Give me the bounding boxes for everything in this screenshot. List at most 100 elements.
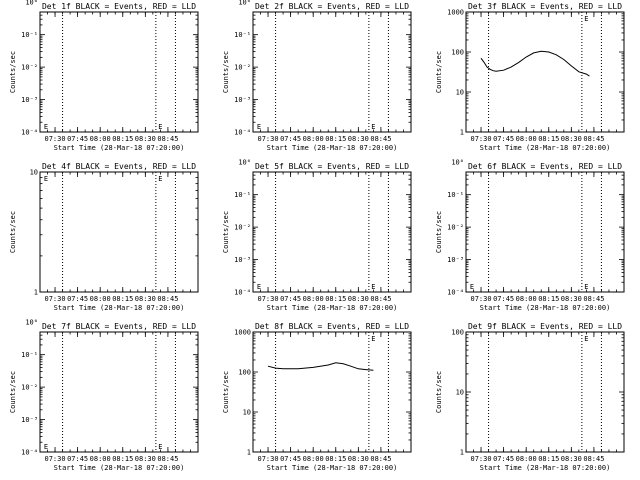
x-tick-label: 08:30 [348, 295, 369, 303]
x-tick-label: 08:15 [112, 135, 133, 143]
y-tick-label: 10⁻² [21, 64, 38, 72]
x-tick-label: 08:15 [538, 295, 559, 303]
y-tick-label: 10⁻⁴ [234, 289, 251, 297]
event-marker-label: E [257, 123, 261, 131]
series-line [267, 362, 374, 371]
x-axis-label: Start Time (28-Mar-18 07:20:00) [267, 304, 398, 312]
plot-frame [252, 171, 412, 293]
y-axis-label: Counts/sec [222, 371, 230, 413]
y-tick-label: 1000 [234, 329, 251, 337]
x-tick-label: 08:30 [348, 455, 369, 463]
x-tick-label: 08:15 [325, 295, 346, 303]
x-tick-label: 08:00 [303, 295, 324, 303]
y-axis-label: Counts/sec [222, 51, 230, 93]
x-tick-label: 08:15 [325, 455, 346, 463]
x-tick-label: 08:00 [90, 455, 111, 463]
x-axis-label: Start Time (28-Mar-18 07:20:00) [54, 144, 185, 152]
x-tick-label: 07:30 [258, 135, 279, 143]
x-axis-label: Start Time (28-Mar-18 07:20:00) [54, 304, 185, 312]
x-tick-label: 08:00 [516, 295, 537, 303]
x-tick-label: 07:45 [280, 295, 301, 303]
detector-panel-2: Det 2f BLACK = Events, RED = LLD 10⁻⁴ 10⁻³… [213, 0, 426, 160]
x-tick-label: 08:45 [370, 135, 391, 143]
y-axis-label: Counts/sec [435, 51, 443, 93]
x-tick-label: 08:15 [112, 455, 133, 463]
y-tick-label: 10⁻¹ [21, 351, 38, 359]
y-tick-label: 10⁻⁴ [21, 449, 38, 457]
y-tick-label: 10⁰ [238, 159, 251, 167]
event-marker-label: E [158, 443, 162, 451]
chart-title: Det 3f BLACK = Events, RED = LLD [468, 2, 622, 11]
y-tick-label: 100 [451, 329, 464, 337]
x-tick-label: 07:30 [471, 295, 492, 303]
x-tick-label: 07:30 [45, 135, 66, 143]
x-axis-label: Start Time (28-Mar-18 07:20:00) [480, 304, 611, 312]
detector-panel-6: Det 6f BLACK = Events, RED = LLD 10⁻⁴ 10⁻³… [426, 159, 639, 320]
chart-svg: Det 9f BLACK = Events, RED = LLD 100 10 1 Co… [435, 322, 625, 472]
y-tick-label: 10 [243, 409, 251, 417]
x-axis-label: Start Time (28-Mar-18 07:20:00) [267, 144, 398, 152]
x-tick-label: 08:30 [135, 455, 156, 463]
x-tick-label: 07:45 [280, 135, 301, 143]
y-tick-label: 1 [460, 129, 464, 137]
plot-frame [465, 331, 625, 453]
chart-svg: Det 5f BLACK = Events, RED = LLD 10⁻⁴ 10⁻³… [222, 159, 412, 312]
x-tick-label: 08:15 [112, 295, 133, 303]
chart-svg: Det 3f BLACK = Events, RED = LLD 1000 100 1… [435, 2, 625, 152]
y-tick-label: 1 [34, 289, 38, 297]
x-tick-label: 08:30 [135, 295, 156, 303]
detector-panel-8: Det 8f BLACK = Events, RED = LLD 1000 100 1… [213, 320, 426, 480]
x-tick-label: 07:45 [493, 135, 514, 143]
y-tick-label: 10⁻² [234, 64, 251, 72]
x-tick-label: 07:30 [45, 295, 66, 303]
y-tick-label: 10⁻¹ [21, 31, 38, 39]
x-tick-label: 08:00 [90, 135, 111, 143]
detector-panel-5: Det 5f BLACK = Events, RED = LLD 10⁻⁴ 10⁻³… [213, 159, 426, 320]
x-axis-label: Start Time (28-Mar-18 07:20:00) [54, 464, 185, 472]
y-tick-label: 10⁻³ [21, 96, 38, 104]
x-tick-label: 08:15 [538, 135, 559, 143]
chart-title: Det 8f BLACK = Events, RED = LLD [255, 322, 409, 331]
plot-frame [252, 11, 412, 133]
y-axis-label: Counts/sec [9, 371, 17, 413]
x-tick-label: 08:15 [325, 135, 346, 143]
y-axis-label: Counts/sec [222, 211, 230, 253]
detector-panel-9: Det 9f BLACK = Events, RED = LLD 100 10 1 Co… [426, 320, 639, 480]
y-tick-label: 10⁰ [25, 0, 38, 7]
y-tick-label: 1 [460, 449, 464, 457]
y-tick-label: 10⁻² [447, 224, 464, 232]
y-tick-label: 10⁰ [25, 319, 38, 327]
plot-frame [252, 331, 412, 453]
chart-svg: Det 6f BLACK = Events, RED = LLD 10⁻⁴ 10⁻³… [435, 159, 625, 312]
chart-title: Det 4f BLACK = Events, RED = LLD [42, 162, 196, 171]
x-tick-label: 07:45 [280, 455, 301, 463]
y-tick-label: 10⁻¹ [234, 191, 251, 199]
event-marker-label: E [584, 15, 588, 23]
y-tick-label: 10⁰ [238, 0, 251, 7]
y-axis-label: Counts/sec [9, 211, 17, 253]
x-tick-label: 07:30 [471, 135, 492, 143]
y-tick-label: 10⁻³ [234, 256, 251, 264]
x-axis-label: Start Time (28-Mar-18 07:20:00) [480, 144, 611, 152]
series-line [480, 50, 590, 77]
chart-title: Det 7f BLACK = Events, RED = LLD [42, 322, 196, 331]
y-tick-label: 10⁰ [451, 159, 464, 167]
x-tick-label: 08:45 [157, 455, 178, 463]
x-tick-label: 08:30 [135, 135, 156, 143]
y-tick-label: 1 [247, 449, 251, 457]
x-tick-label: 07:45 [67, 455, 88, 463]
x-tick-label: 08:00 [516, 455, 537, 463]
x-tick-label: 08:45 [157, 295, 178, 303]
y-axis-label: Counts/sec [435, 211, 443, 253]
chart-title: Det 6f BLACK = Events, RED = LLD [468, 162, 622, 171]
event-marker-label: E [371, 283, 375, 291]
y-tick-label: 10⁻¹ [447, 191, 464, 199]
plot-frame [465, 171, 625, 293]
chart-title: Det 2f BLACK = Events, RED = LLD [255, 2, 409, 11]
event-marker-label: E [584, 335, 588, 343]
x-tick-label: 08:15 [538, 455, 559, 463]
chart-title: Det 5f BLACK = Events, RED = LLD [255, 162, 409, 171]
x-tick-label: 08:45 [583, 135, 604, 143]
event-marker-label: E [470, 283, 474, 291]
